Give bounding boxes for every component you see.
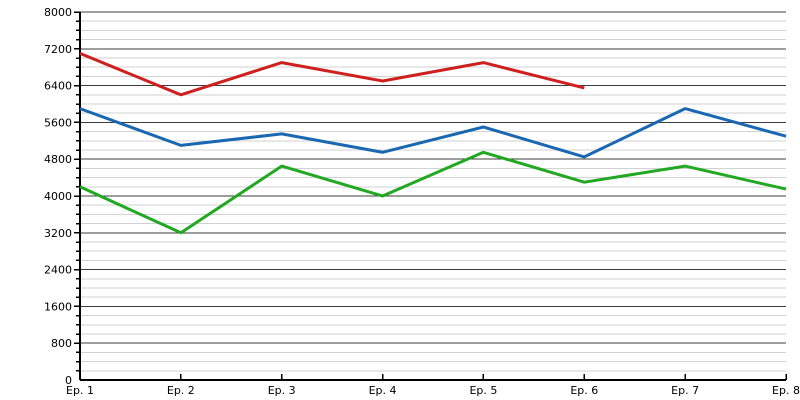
y-tick-label: 8000 <box>44 6 72 19</box>
y-tick-label: 3200 <box>44 227 72 240</box>
y-tick-label: 1600 <box>44 300 72 313</box>
x-tick-label: Ep. 3 <box>268 384 296 397</box>
x-tick-label: Ep. 8 <box>772 384 800 397</box>
x-tick-label: Ep. 4 <box>369 384 397 397</box>
y-tick-label: 7200 <box>44 43 72 56</box>
green-series-line <box>79 150 787 235</box>
y-tick-label: 4800 <box>44 153 72 166</box>
y-tick-label: 0 <box>65 374 72 387</box>
x-tick-label: Ep. 6 <box>570 384 598 397</box>
x-tick-label: Ep. 2 <box>167 384 195 397</box>
y-tick-label: 2400 <box>44 264 72 277</box>
red-series-line <box>79 52 585 97</box>
x-tick-label: Ep. 1 <box>66 384 94 397</box>
y-tick-label: 4000 <box>44 190 72 203</box>
y-tick-label: 6400 <box>44 80 72 93</box>
x-tick-label: Ep. 7 <box>671 384 699 397</box>
y-tick-label: 5600 <box>44 116 72 129</box>
blue-series-line <box>79 107 787 159</box>
x-tick-label: Ep. 5 <box>469 384 497 397</box>
y-tick-label: 800 <box>51 337 72 350</box>
